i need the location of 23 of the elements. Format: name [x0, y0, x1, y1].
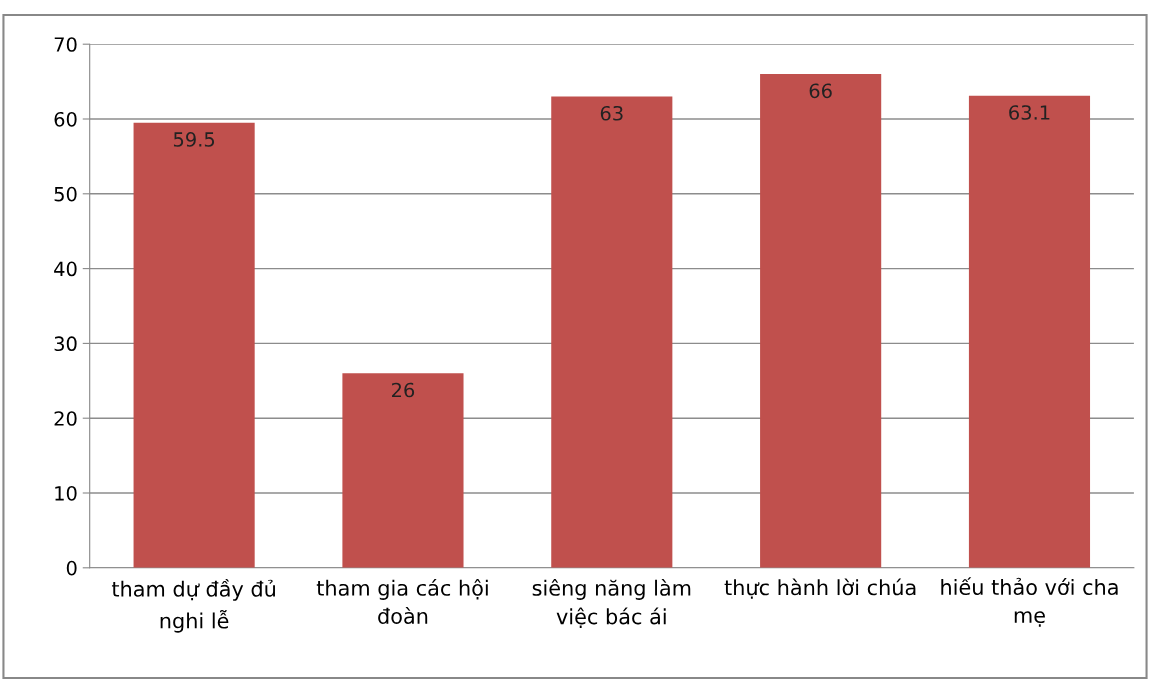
- y-tick-label: 70: [54, 37, 77, 52]
- y-tick-label: 20: [54, 411, 77, 426]
- data-label: 59.5: [173, 132, 215, 147]
- x-tick-label: tham dự đầy đủ nghi lễ: [111, 578, 275, 633]
- x-tick-label: tham gia các hội đoàn: [316, 578, 488, 624]
- data-label: 63.1: [1009, 105, 1050, 120]
- bar: [133, 122, 255, 568]
- y-tick-label: 60: [54, 111, 77, 127]
- y-tick-label: 10: [55, 485, 77, 501]
- data-label: 26: [392, 382, 415, 398]
- x-tick-label: siêng năng làm việc bác ái: [532, 578, 691, 628]
- bar: [551, 96, 673, 568]
- bar: [760, 74, 882, 568]
- bar: [968, 95, 1091, 568]
- bar: [342, 373, 464, 568]
- data-label: 66: [809, 83, 832, 99]
- y-tick-label: 30: [54, 336, 77, 352]
- x-tick-label: hiếu thảo với cha mẹ: [941, 577, 1118, 627]
- y-tick-label: 40: [54, 261, 77, 277]
- y-tick-label: 50: [54, 186, 77, 202]
- data-label: 63: [600, 105, 623, 121]
- y-tick-label: 0: [66, 560, 77, 576]
- x-tick-label: thực hành lời chúa: [724, 578, 916, 599]
